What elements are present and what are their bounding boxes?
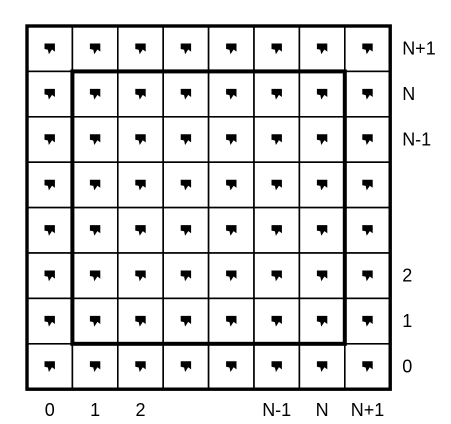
arrow-marker-icon <box>271 225 282 236</box>
arrow-marker-icon <box>44 43 55 55</box>
arrow-marker-icon <box>89 225 101 236</box>
arrow-marker-icon <box>180 270 192 282</box>
arrow-marker-icon <box>362 88 373 100</box>
arrow-marker-icon <box>226 315 237 327</box>
arrow-marker-icon <box>316 88 328 100</box>
arrow-marker-icon <box>135 225 146 236</box>
y-axis-label: N-1 <box>402 130 431 150</box>
arrow-marker-icon <box>226 88 237 100</box>
arrow-marker-icon <box>44 270 55 282</box>
arrow-marker-icon <box>362 270 373 282</box>
arrow-marker-icon <box>89 88 101 100</box>
inner-frame <box>70 69 347 346</box>
arrow-marker-icon <box>271 134 282 145</box>
x-axis-label: N <box>316 400 329 420</box>
arrow-marker-icon <box>44 88 55 100</box>
arrow-marker-icon <box>316 179 328 191</box>
grid-cell <box>162 161 210 209</box>
y-axis-labels: N+1 N N-1 2 1 0 <box>402 39 436 377</box>
arrow-marker-icon <box>180 361 192 372</box>
arrow-marker-icon <box>362 134 373 145</box>
arrow-marker-icon <box>180 134 192 145</box>
x-axis-label: N+1 <box>351 400 385 420</box>
arrow-marker-icon <box>180 315 192 327</box>
arrow-marker-icon <box>180 225 192 236</box>
arrow-marker-icon <box>89 270 101 282</box>
y-axis-label: 0 <box>402 357 412 377</box>
arrow-marker-icon <box>89 43 101 55</box>
grid-frames <box>25 24 392 391</box>
x-axis-label: N-1 <box>262 400 291 420</box>
arrow-marker-icon <box>316 315 328 327</box>
outer-frame <box>25 24 392 391</box>
arrow-marker-icon <box>271 315 282 327</box>
arrow-marker-icon <box>271 361 282 372</box>
arrow-marker-icon <box>316 361 328 372</box>
arrow-marker-icon <box>135 315 146 327</box>
arrow-marker-icon <box>135 361 146 372</box>
arrow-marker-icon <box>44 179 55 191</box>
arrow-marker-icon <box>44 315 55 327</box>
arrow-marker-icon <box>362 361 373 372</box>
arrow-marker-icon <box>226 225 237 236</box>
arrow-marker-icon <box>89 361 101 372</box>
arrow-marker-icon <box>89 134 101 145</box>
arrow-marker-icon <box>135 134 146 145</box>
arrow-marker-icon <box>226 361 237 372</box>
arrow-marker-icon <box>316 134 328 145</box>
arrow-marker-icon <box>135 88 146 100</box>
arrow-marker-icon <box>226 134 237 145</box>
arrow-marker-icon <box>44 225 55 236</box>
x-axis-label: 1 <box>90 400 100 420</box>
y-axis-label: 1 <box>402 311 412 331</box>
arrow-marker-icon <box>180 88 192 100</box>
grid-cells <box>26 25 391 390</box>
arrow-marker-icon <box>316 43 328 55</box>
arrow-marker-icon <box>362 179 373 191</box>
y-axis-label: N <box>402 84 415 104</box>
arrow-marker-icon <box>226 270 237 282</box>
arrow-marker-icon <box>135 270 146 282</box>
arrow-marker-icon <box>271 88 282 100</box>
arrow-marker-icon <box>135 179 146 191</box>
arrow-marker-icon <box>180 43 192 55</box>
arrow-marker-icon <box>44 134 55 145</box>
arrow-marker-icon <box>180 179 192 191</box>
y-axis-label: N+1 <box>402 39 436 59</box>
arrow-marker-icon <box>135 43 146 55</box>
arrow-marker-icon <box>316 225 328 236</box>
arrow-marker-icon <box>316 270 328 282</box>
arrow-marker-icon <box>226 179 237 191</box>
arrow-marker-icon <box>271 270 282 282</box>
arrow-marker-icon <box>271 179 282 191</box>
y-axis-label: 2 <box>402 266 412 286</box>
arrow-marker-icon <box>89 179 101 191</box>
arrow-marker-icon <box>44 361 55 372</box>
arrow-marker-icon <box>271 43 282 55</box>
x-axis-label: 0 <box>45 400 55 420</box>
arrow-marker-icon <box>362 225 373 236</box>
x-axis-labels: 0 1 2 N-1 N N+1 <box>45 400 385 420</box>
arrow-marker-icon <box>362 43 373 55</box>
arrow-marker-icon <box>89 315 101 327</box>
arrow-marker-icon <box>226 43 237 55</box>
x-axis-label: 2 <box>135 400 145 420</box>
arrow-marker-icon <box>362 315 373 327</box>
